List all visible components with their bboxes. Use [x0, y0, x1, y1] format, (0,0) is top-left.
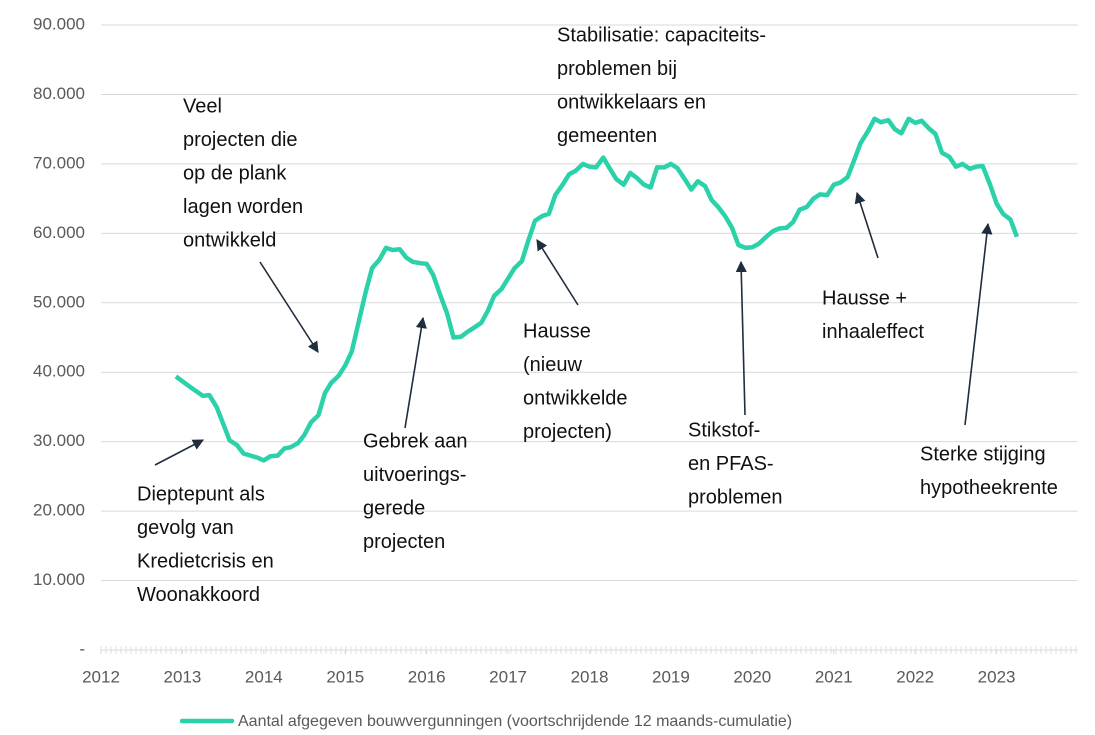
annotation: problemen bij: [557, 58, 677, 80]
x-tick-label: 2018: [571, 667, 609, 686]
y-tick-label: 50.000: [33, 292, 85, 311]
annotation: gerede: [363, 497, 425, 519]
x-tick-label: 2021: [815, 667, 853, 686]
annotation: projecten: [363, 531, 445, 553]
annotation: ontwikkelaars en: [557, 91, 706, 113]
annotation: gevolg van: [137, 517, 234, 539]
annotation: Veel: [183, 95, 222, 117]
y-tick-label: 10.000: [33, 570, 85, 589]
arrow: [854, 191, 879, 259]
annotation: en PFAS-: [688, 453, 774, 475]
x-tick-label: 2017: [489, 667, 527, 686]
annotation: (nieuw: [523, 354, 582, 376]
plot: [174, 116, 1020, 463]
annotation: ontwikkeld: [183, 229, 276, 251]
arrow: [536, 239, 579, 306]
annotation: inhaaleffect: [822, 321, 924, 343]
annotation: Kredietcrisis en: [137, 550, 274, 572]
annotation: projecten die: [183, 129, 298, 151]
arrows: [154, 191, 993, 466]
annotation: projecten): [523, 421, 612, 443]
x-tick-label: 2014: [245, 667, 283, 686]
x-tick-label: 2019: [652, 667, 690, 686]
annotation: hypotheekrente: [920, 477, 1058, 499]
x-tick-label: 2020: [733, 667, 771, 686]
x-tick-label: 2022: [896, 667, 934, 686]
arrow: [404, 316, 427, 429]
annotation: Stabilisatie: capaciteits-: [557, 24, 766, 46]
annotation: lagen worden: [183, 196, 303, 218]
y-tick-label: 90.000: [33, 14, 85, 33]
x-tick-label: 2012: [82, 667, 120, 686]
y-tick-label: 80.000: [33, 84, 85, 103]
annotation: Gebrek aan: [363, 430, 468, 452]
x-tick-label: 2015: [326, 667, 364, 686]
x-tick-label: 2023: [978, 667, 1016, 686]
series-line: [174, 116, 1020, 463]
annotation: Dieptepunt als: [137, 483, 265, 505]
y-tick-label: 30.000: [33, 431, 85, 450]
annotation: Hausse: [523, 320, 591, 342]
y-tick-label: -: [79, 639, 85, 658]
annotations: Veel projecten die op de plank lagen worden…: [137, 24, 1058, 606]
annotation: Stikstof-: [688, 419, 760, 441]
annotation: uitvoerings-: [363, 464, 466, 486]
y-tick-label: 40.000: [33, 362, 85, 381]
annotation: gemeenten: [557, 125, 657, 147]
legend-label: Aantal afgegeven bouwvergunningen (voort…: [238, 713, 792, 730]
y-tick-label: 20.000: [33, 501, 85, 520]
annotation: Woonakkoord: [137, 584, 260, 606]
annotation: ontwikkelde: [523, 387, 628, 409]
annotation: problemen: [688, 486, 783, 508]
y-tick-label: 60.000: [33, 223, 85, 242]
arrow: [964, 222, 993, 426]
annotation: Hausse +: [822, 287, 907, 309]
arrow: [735, 260, 747, 416]
x-tick-label: 2013: [164, 667, 202, 686]
grid: - 10.000 20.000 30.000 40.000 50.000 60.000 70.…: [33, 14, 1078, 686]
y-tick-label: 70.000: [33, 153, 85, 172]
annotation: op de plank: [183, 162, 287, 184]
arrow: [259, 261, 319, 353]
arrow: [154, 439, 204, 466]
x-tick-label: 2016: [408, 667, 446, 686]
annotation: Sterke stijging: [920, 443, 1046, 465]
